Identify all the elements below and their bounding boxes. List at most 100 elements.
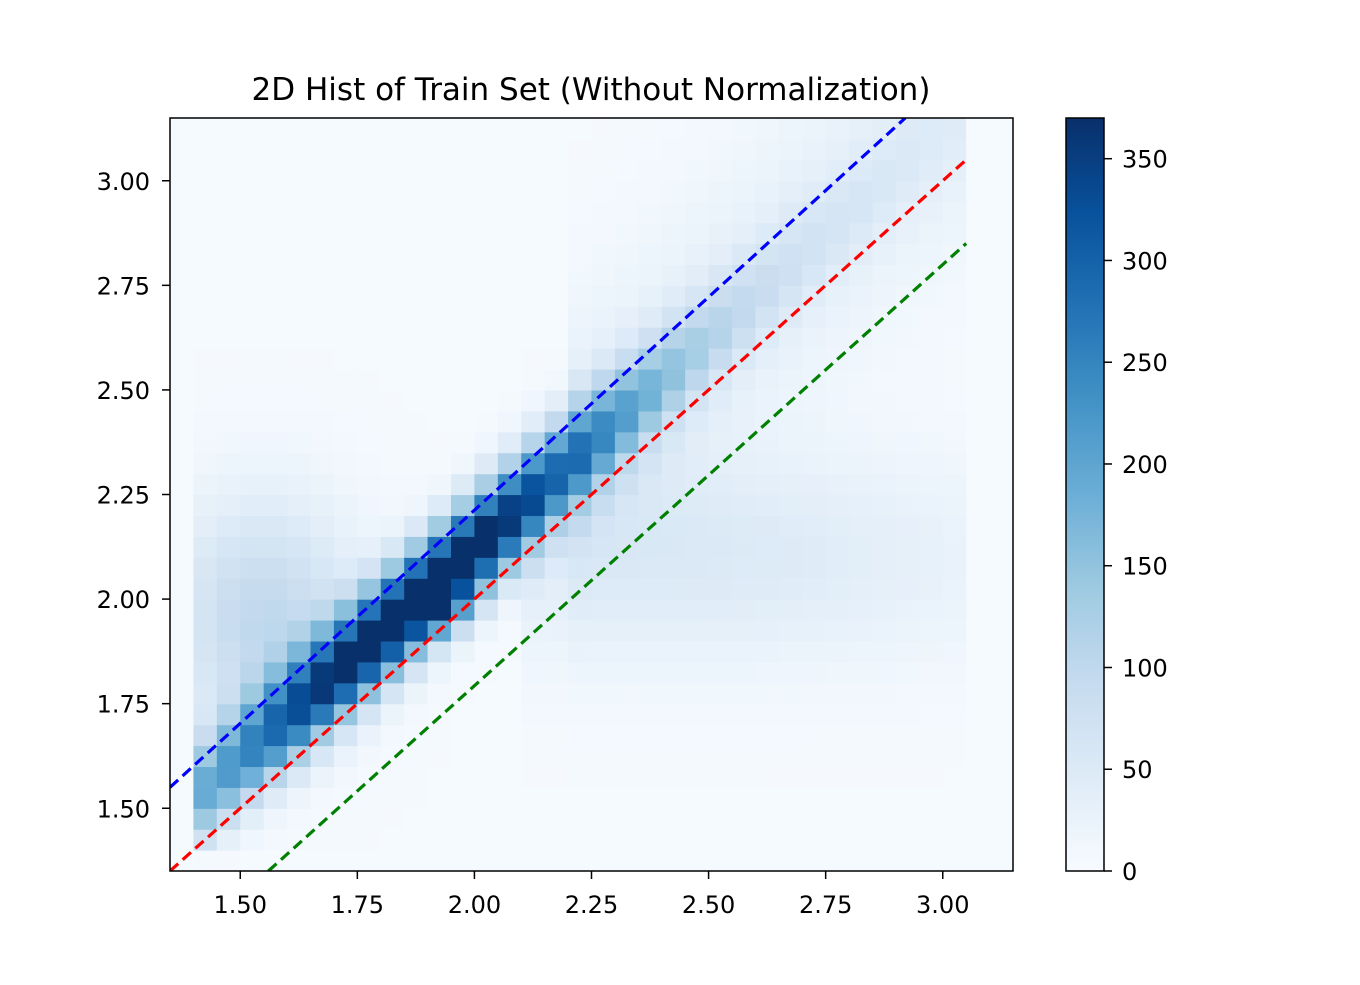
heatmap-cell (497, 787, 522, 809)
heatmap-cell (591, 620, 616, 642)
heatmap-cell (380, 285, 405, 307)
heatmap-cell (263, 599, 288, 621)
heatmap-cell (895, 787, 920, 809)
heatmap-cell (451, 180, 476, 203)
heatmap-cell (942, 348, 967, 370)
heatmap-cell (872, 724, 897, 747)
heatmap-cell (825, 599, 850, 621)
heatmap-cell (638, 536, 663, 558)
heatmap-cell (380, 264, 405, 286)
heatmap-cell (263, 787, 288, 809)
heatmap-cell (778, 431, 803, 454)
heatmap-cell (544, 327, 569, 349)
heatmap-cell (521, 473, 546, 496)
heatmap-cell (521, 599, 546, 621)
y-tick-label: 2.75 (97, 272, 150, 300)
heatmap-cell (989, 640, 1014, 663)
heatmap-cell (427, 557, 452, 579)
heatmap-cell (708, 578, 733, 600)
heatmap-cell (849, 348, 874, 370)
heatmap-cell (872, 494, 897, 517)
heatmap-cell (802, 348, 827, 370)
heatmap-cell (193, 222, 218, 245)
heatmap-cell (497, 306, 522, 328)
heatmap-cell (895, 703, 920, 726)
x-tick-label: 2.00 (448, 891, 501, 919)
heatmap-cell (708, 431, 733, 454)
heatmap-cell (521, 222, 546, 245)
heatmap-cell (287, 850, 312, 872)
chart-title: 2D Hist of Train Set (Without Normalizat… (252, 72, 931, 108)
heatmap-cell (568, 410, 593, 433)
heatmap-cell (568, 306, 593, 328)
heatmap-cell (333, 452, 358, 475)
heatmap-cell (942, 369, 967, 391)
heatmap-cell (263, 369, 288, 391)
heatmap-cell (263, 703, 288, 726)
heatmap-cell (497, 724, 522, 747)
heatmap-cell (333, 327, 358, 349)
heatmap-cell (638, 138, 663, 161)
heatmap-cell (919, 808, 944, 830)
heatmap-cell (497, 327, 522, 349)
heatmap-cell (544, 745, 569, 768)
heatmap-cell (591, 138, 616, 161)
heatmap-cell (568, 369, 593, 391)
heatmap-cell (849, 787, 874, 809)
heatmap-cell (732, 599, 757, 621)
heatmap-cell (287, 264, 312, 286)
heatmap-cell (333, 431, 358, 454)
heatmap-cell (451, 808, 476, 830)
heatmap-cell (287, 327, 312, 349)
heatmap-cell (357, 285, 382, 307)
heatmap-cell (497, 640, 522, 663)
heatmap-cell (591, 515, 616, 537)
heatmap-cell (170, 264, 195, 286)
heatmap-cell (474, 473, 499, 496)
heatmap-cell (708, 557, 733, 579)
heatmap-cell (849, 138, 874, 161)
heatmap-cell (872, 348, 897, 370)
heatmap-cell (685, 222, 710, 245)
heatmap-cell (825, 180, 850, 203)
reference-line (170, 158, 968, 871)
heatmap-cell (497, 599, 522, 621)
heatmap-cell (942, 327, 967, 349)
heatmap-cell (591, 201, 616, 224)
heatmap-cell (263, 118, 288, 140)
heatmap-cell (544, 557, 569, 579)
heatmap-cell (638, 682, 663, 705)
heatmap-cell (357, 703, 382, 726)
heatmap-cell (427, 306, 452, 328)
heatmap-cell (170, 410, 195, 433)
heatmap-cell (170, 745, 195, 768)
heatmap-cell (708, 285, 733, 307)
heatmap-cell (568, 201, 593, 224)
heatmap-cell (568, 431, 593, 454)
heatmap-cell (661, 264, 686, 286)
heatmap-cell (427, 724, 452, 747)
heatmap-cell (591, 431, 616, 454)
heatmap-cell (638, 640, 663, 663)
heatmap-cell (357, 724, 382, 747)
heatmap-cell (404, 180, 429, 203)
heatmap-cell (685, 661, 710, 684)
heatmap-cell (380, 766, 405, 788)
heatmap-cell (170, 724, 195, 747)
heatmap-cell (942, 724, 967, 747)
heatmap-cell (732, 682, 757, 705)
heatmap-cell (380, 515, 405, 537)
heatmap-cell (919, 661, 944, 684)
heatmap-cell (404, 599, 429, 621)
heatmap-cell (263, 808, 288, 830)
heatmap-cell (333, 243, 358, 266)
heatmap-cell (287, 473, 312, 496)
heatmap-cell (404, 850, 429, 872)
heatmap-cell (685, 348, 710, 370)
heatmap-cell (872, 327, 897, 349)
heatmap-cell (966, 138, 991, 161)
colorbar-tick-label: 200 (1122, 451, 1168, 479)
heatmap-cell (942, 473, 967, 496)
heatmap-cell (732, 201, 757, 224)
heatmap-cell (661, 557, 686, 579)
